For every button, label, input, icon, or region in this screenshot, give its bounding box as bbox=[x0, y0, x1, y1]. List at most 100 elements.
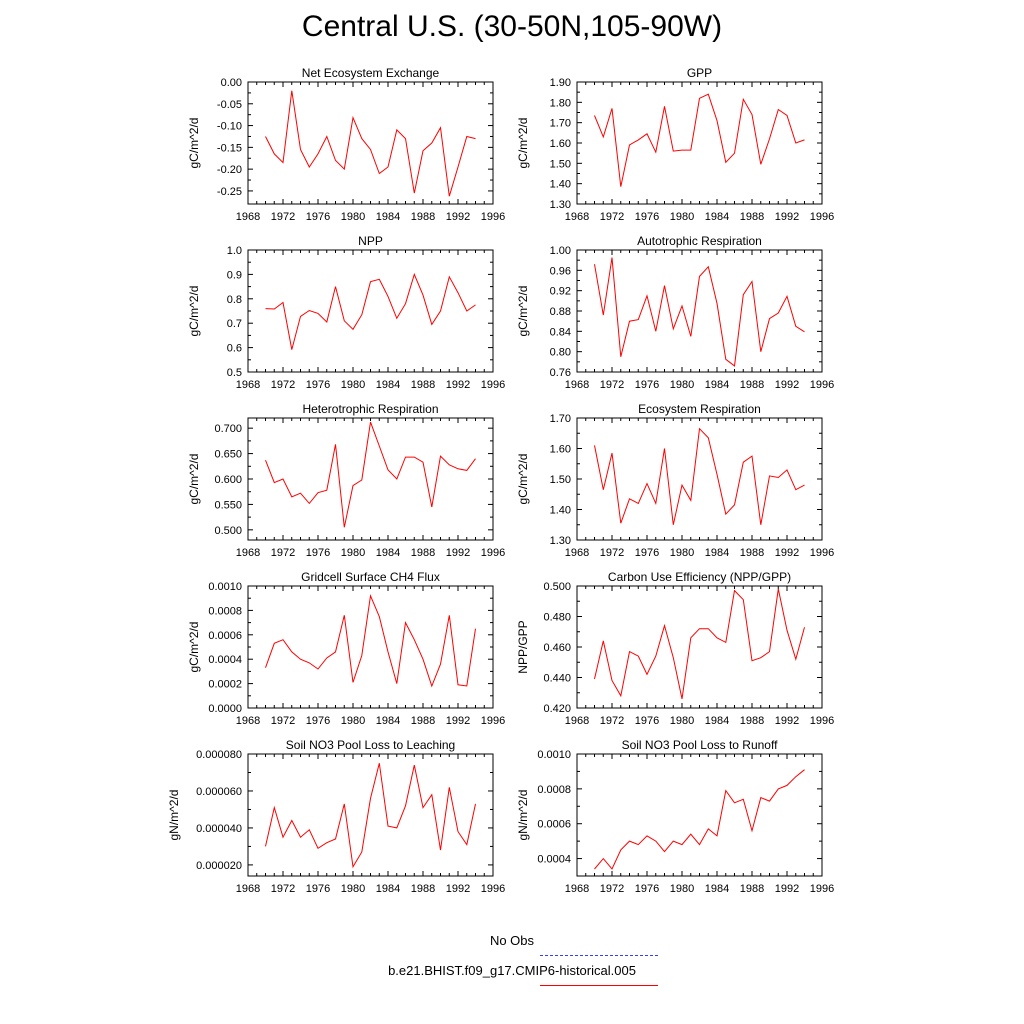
plot-frame bbox=[247, 585, 494, 709]
x-tick-label: 1976 bbox=[635, 715, 659, 727]
x-tick-label: 1968 bbox=[565, 379, 589, 391]
panel-title: Autotrophic Respiration bbox=[637, 234, 762, 248]
panel-carbon-use-efficiency-npp-gpp: Carbon Use Efficiency (NPP/GPP) 1968 1972 1… bbox=[516, 570, 834, 727]
x-tick-label: 1988 bbox=[740, 211, 764, 223]
x-tick-label: 1984 bbox=[705, 547, 729, 559]
x-tick-label: 1996 bbox=[810, 547, 834, 559]
plot-frame bbox=[247, 81, 494, 205]
x-tick-label: 1976 bbox=[635, 379, 659, 391]
page-title: Central U.S. (30-50N,105-90W) bbox=[301, 10, 723, 43]
y-tick-label: 0.80 bbox=[550, 347, 571, 359]
panel-title: Soil NO3 Pool Loss to Leaching bbox=[286, 738, 455, 752]
x-tick-label: 1968 bbox=[236, 379, 260, 391]
x-tick-label: 1980 bbox=[341, 379, 365, 391]
legend-line-model bbox=[540, 985, 658, 986]
y-tick-label: 1.60 bbox=[550, 444, 571, 456]
x-tick-label: 1988 bbox=[411, 547, 435, 559]
x-tick-label: 1972 bbox=[271, 379, 295, 391]
x-tick-label: 1976 bbox=[635, 883, 659, 895]
x-tick-label: 1996 bbox=[481, 715, 505, 727]
x-tick-label: 1972 bbox=[600, 547, 624, 559]
legend-label-model: b.e21.BHIST.f09_g17.CMIP6-historical.005 bbox=[388, 963, 636, 978]
y-tick-label: 0.0006 bbox=[537, 819, 571, 831]
y-tick-label: 0.460 bbox=[543, 642, 571, 654]
y-tick-label: 0.650 bbox=[214, 449, 242, 461]
x-tick-label: 1996 bbox=[810, 379, 834, 391]
x-tick-label: 1992 bbox=[446, 547, 470, 559]
y-tick-label: 0.600 bbox=[214, 474, 242, 486]
y-tick-label: 0.0008 bbox=[537, 784, 571, 796]
x-tick-label: 1992 bbox=[775, 211, 799, 223]
y-axis-label: NPP/GPP bbox=[516, 620, 530, 673]
y-axis-label: gC/m^2/d bbox=[516, 118, 530, 169]
panel-gpp: GPP 1968 1972 1976 1980 1984 1988 1992 1996 1.30 1… bbox=[516, 66, 834, 223]
x-tick-label: 1976 bbox=[306, 379, 330, 391]
x-tick-label: 1980 bbox=[341, 883, 365, 895]
x-tick-label: 1996 bbox=[481, 547, 505, 559]
x-tick-label: 1984 bbox=[376, 379, 400, 391]
y-tick-label: 0.420 bbox=[543, 703, 571, 715]
y-tick-label: 0.96 bbox=[550, 265, 571, 277]
y-axis-label: gC/m^2/d bbox=[516, 286, 530, 337]
x-tick-label: 1968 bbox=[565, 715, 589, 727]
x-tick-label: 1984 bbox=[705, 883, 729, 895]
x-tick-label: 1992 bbox=[775, 883, 799, 895]
y-tick-label: 0.9 bbox=[227, 269, 242, 281]
x-tick-label: 1980 bbox=[670, 211, 694, 223]
y-tick-label: 0.5 bbox=[227, 367, 242, 379]
plot-frame bbox=[576, 249, 823, 373]
x-tick-label: 1976 bbox=[635, 547, 659, 559]
y-axis-label: gN/m^2/d bbox=[167, 790, 181, 841]
y-tick-label: 1.0 bbox=[227, 245, 242, 257]
y-tick-label: 0.000040 bbox=[196, 823, 242, 835]
x-tick-label: 1988 bbox=[411, 715, 435, 727]
x-tick-label: 1980 bbox=[341, 715, 365, 727]
x-tick-label: 1996 bbox=[481, 379, 505, 391]
x-tick-label: 1988 bbox=[740, 715, 764, 727]
x-tick-label: 1996 bbox=[810, 211, 834, 223]
y-tick-label: 0.480 bbox=[543, 612, 571, 624]
x-tick-label: 1980 bbox=[670, 883, 694, 895]
series-line bbox=[594, 257, 805, 367]
y-tick-label: -0.15 bbox=[217, 142, 242, 154]
plot-frame bbox=[247, 753, 494, 877]
x-tick-label: 1988 bbox=[411, 379, 435, 391]
y-tick-label: 0.0010 bbox=[208, 581, 242, 593]
x-tick-label: 1992 bbox=[446, 715, 470, 727]
plot-frame bbox=[576, 753, 823, 877]
plot-frame bbox=[247, 417, 494, 541]
x-tick-label: 1972 bbox=[271, 547, 295, 559]
panel-soil-no3-pool-loss-to-runoff: Soil NO3 Pool Loss to Runoff 1968 1972 1976… bbox=[516, 738, 834, 895]
panel-title: Carbon Use Efficiency (NPP/GPP) bbox=[608, 570, 791, 584]
series-line bbox=[594, 769, 805, 870]
x-tick-label: 1984 bbox=[376, 883, 400, 895]
y-tick-label: 0.0002 bbox=[208, 679, 242, 691]
panel-ecosystem-respiration: Ecosystem Respiration 1968 1972 1976 1980 198… bbox=[516, 402, 834, 559]
x-tick-label: 1968 bbox=[236, 715, 260, 727]
series-line bbox=[265, 763, 476, 869]
x-tick-label: 1972 bbox=[271, 715, 295, 727]
x-tick-label: 1972 bbox=[271, 883, 295, 895]
x-tick-label: 1984 bbox=[705, 715, 729, 727]
y-tick-label: 1.60 bbox=[550, 138, 571, 150]
x-tick-label: 1996 bbox=[810, 883, 834, 895]
panel-net-ecosystem-exchange: Net Ecosystem Exchange 1968 1972 1976 1980 19… bbox=[187, 66, 505, 223]
x-tick-label: 1972 bbox=[600, 211, 624, 223]
y-tick-label: 1.70 bbox=[550, 118, 571, 130]
y-tick-label: 0.00 bbox=[221, 77, 242, 89]
x-tick-label: 1984 bbox=[705, 211, 729, 223]
y-tick-label: 0.6 bbox=[227, 343, 242, 355]
x-tick-label: 1988 bbox=[411, 883, 435, 895]
x-tick-label: 1980 bbox=[670, 715, 694, 727]
x-tick-label: 1980 bbox=[341, 211, 365, 223]
legend-line-no-obs bbox=[540, 955, 658, 956]
x-tick-label: 1992 bbox=[775, 547, 799, 559]
y-tick-label: 0.500 bbox=[543, 581, 571, 593]
y-tick-label: 0.0004 bbox=[537, 854, 571, 866]
y-tick-label: 0.0010 bbox=[537, 749, 571, 761]
y-tick-label: 0.440 bbox=[543, 673, 571, 685]
panel-title: Net Ecosystem Exchange bbox=[302, 66, 440, 80]
x-tick-label: 1972 bbox=[271, 211, 295, 223]
y-tick-label: 1.80 bbox=[550, 97, 571, 109]
